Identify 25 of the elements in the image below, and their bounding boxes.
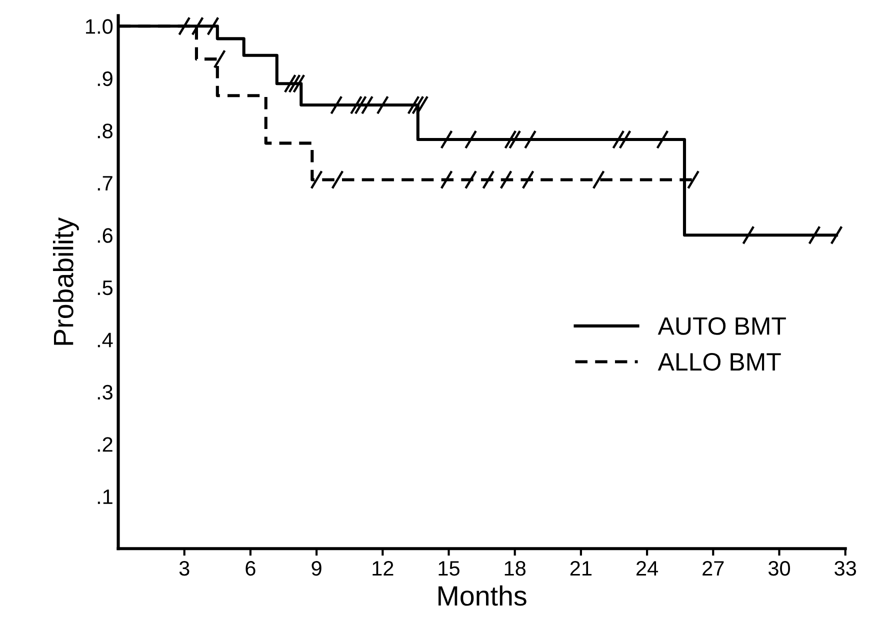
x-tick-label: 33 (834, 560, 856, 576)
y-tick-label: .8 (98, 124, 112, 138)
y-tick-label: .3 (98, 384, 112, 400)
y-tick-label: .7 (98, 176, 112, 190)
y-tick-label: .4 (98, 332, 113, 348)
x-tick-label: 9 (312, 560, 322, 576)
y-tick-label: .6 (98, 228, 112, 243)
x-tick-label: 3 (179, 560, 190, 576)
x-tick-label: 27 (702, 560, 724, 576)
x-tick-label: 18 (504, 560, 526, 576)
x-tick-label: 15 (438, 561, 460, 576)
legend-label: ALLO BMT (658, 353, 781, 371)
y-tick-label: .9 (98, 71, 112, 86)
x-tick-label: 30 (768, 560, 790, 576)
x-tick-label: 6 (246, 560, 256, 576)
x-tick-label: 24 (636, 560, 658, 576)
y-tick-label: .1 (98, 490, 112, 504)
y-axis-title: Probability (52, 217, 79, 345)
y-tick-label: .2 (98, 437, 112, 452)
y-tick-label: .5 (98, 280, 113, 296)
x-axis-title: Months (438, 585, 526, 606)
y-tick-label: 1.0 (86, 19, 113, 34)
x-tick-label: 12 (372, 560, 394, 576)
legend-label: AUTO BMT (658, 317, 786, 335)
x-tick-label: 21 (570, 560, 592, 576)
